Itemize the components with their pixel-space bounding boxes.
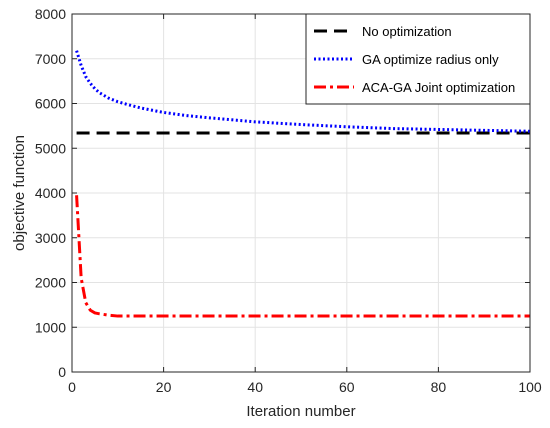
ticks-layer: 0 20 40 60 80 1000100020003000400050006000700… [35, 6, 542, 395]
series-layer [75, 50, 531, 318]
y-tick-label: 0 [58, 364, 66, 380]
y-tick-label: 1000 [35, 319, 66, 335]
x-tick-label: 0 [68, 379, 76, 395]
legend-box [305, 13, 531, 105]
legend-label-ga-optimize-radius-only: GA optimize radius only [362, 52, 499, 67]
x-tick-label: 20 [156, 379, 172, 395]
series-line-ga-optimize-radius-only [75, 50, 531, 133]
legend: No optimization GA optimize radius only AC… [305, 13, 531, 105]
y-axis-label: objective function [11, 135, 28, 251]
x-tick-label: 80 [431, 379, 447, 395]
y-tick-label: 4000 [35, 185, 66, 201]
x-tick-label: 40 [247, 379, 263, 395]
legend-label-no-optimization: No optimization [362, 24, 452, 39]
y-tick-label: 7000 [35, 51, 66, 67]
y-tick-label: 8000 [35, 6, 66, 22]
y-tick-label: 3000 [35, 230, 66, 246]
y-tick-label: 6000 [35, 96, 66, 112]
legend-label-aca-ga-joint-optimization: ACA-GA Joint optimization [362, 80, 515, 95]
x-tick-label: 100 [518, 379, 542, 395]
y-tick-label: 2000 [35, 275, 66, 291]
x-axis-label: Iteration number [246, 403, 355, 420]
y-tick-label: 5000 [35, 140, 66, 156]
x-tick-label: 60 [339, 379, 355, 395]
series-line-aca-ga-joint-optimization [75, 195, 530, 318]
